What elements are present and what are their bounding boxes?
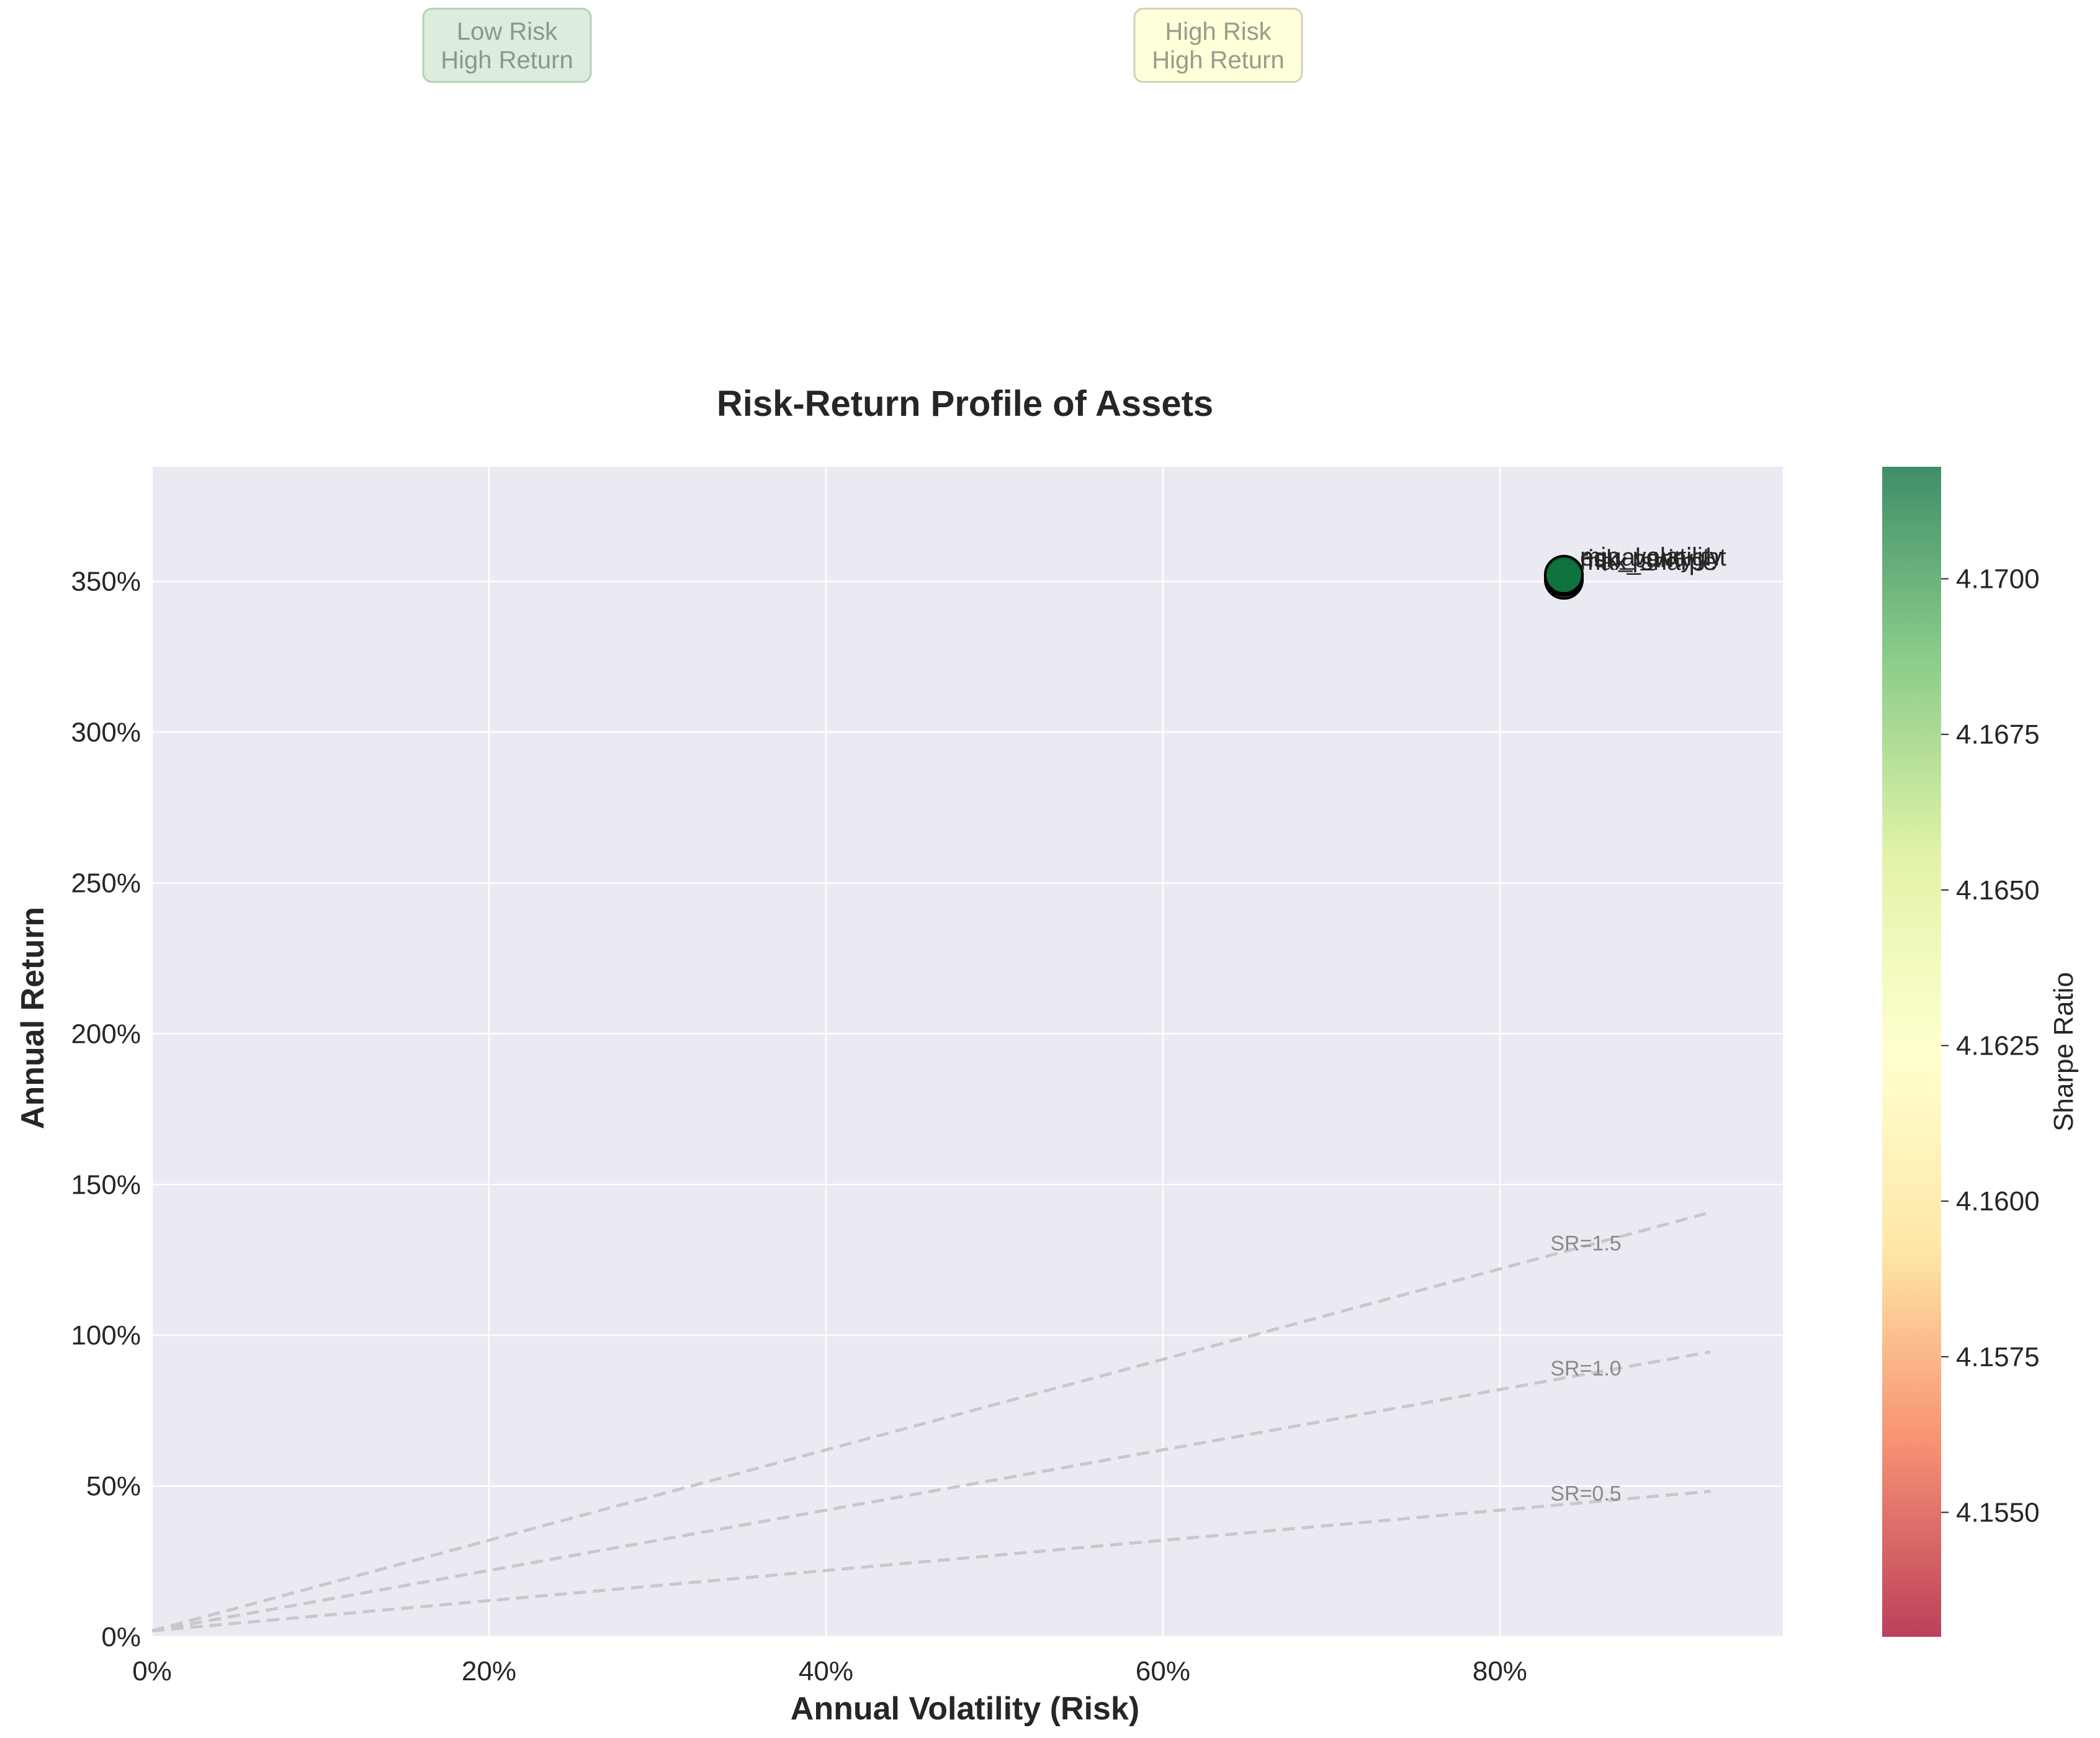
- y-tick-label: 50%: [86, 1471, 141, 1502]
- colorbar-tick-label: 4.1625: [1956, 1030, 2040, 1061]
- sharpe-line: [151, 1490, 1711, 1632]
- quadrant-label-text: High Return: [441, 47, 573, 74]
- point-label: min_volatility: [1580, 543, 1722, 570]
- quadrant-label-box: [422, 7, 592, 83]
- x-axis-title: Annual Volatility (Risk): [791, 1691, 1139, 1727]
- colorbar-tick-label: 4.1675: [1956, 719, 2040, 750]
- x-tick-label: 20%: [462, 1656, 516, 1686]
- x-tick-label: 0%: [132, 1656, 172, 1686]
- scatter-points: [1544, 554, 1584, 600]
- sharpe-ratio-lines: SR=0.5 SR=1.0 SR=1.5: [151, 1210, 1711, 1632]
- x-tick-labels: 0% 20% 40% 60% 80%: [132, 1656, 1527, 1686]
- point-label: equal_weight: [1580, 544, 1726, 571]
- y-tick-label: 0%: [101, 1622, 141, 1652]
- x-tick-label: 80%: [1473, 1656, 1527, 1686]
- quadrant-label-text: Low Risk: [457, 18, 558, 45]
- colorbar-gradient: [1882, 467, 1941, 1637]
- point-label: risk_parity: [1580, 545, 1693, 572]
- colorbar: 4.1550 4.1575 4.1600 4.1625 4.1650 4.1675 4.17…: [1882, 467, 2079, 1637]
- x-tick-label: 40%: [799, 1656, 853, 1686]
- y-tick-label: 200%: [71, 1019, 141, 1049]
- quadrant-label-text: High Return: [1152, 47, 1284, 74]
- point-label: max_sharpe: [1580, 548, 1716, 575]
- sharpe-line-label: SR=1.5: [1550, 1231, 1621, 1255]
- y-tick-label: 350%: [71, 567, 141, 597]
- colorbar-label: Sharpe Ratio: [2048, 972, 2079, 1132]
- point-labels: max_sharperisk_parityequal_weightmin_vol…: [1580, 543, 1726, 575]
- chart-title: Risk-Return Profile of Assets: [717, 384, 1213, 424]
- sharpe-line-label: SR=0.5: [1550, 1482, 1621, 1506]
- y-tick-label: 150%: [71, 1169, 141, 1200]
- y-tick-label: 250%: [71, 868, 141, 898]
- sharpe-line-label: SR=1.0: [1550, 1357, 1621, 1380]
- colorbar-tick-label: 4.1550: [1956, 1497, 2040, 1528]
- y-tick-label: 300%: [71, 718, 141, 748]
- colorbar-tick-label: 4.1575: [1956, 1342, 2040, 1372]
- x-tick-label: 60%: [1136, 1656, 1190, 1686]
- y-axis-title: Annual Return: [15, 907, 51, 1129]
- y-tick-label: 100%: [71, 1320, 141, 1351]
- colorbar-tick-label: 4.1650: [1956, 875, 2040, 906]
- colorbar-tick-label: 4.1600: [1956, 1186, 2040, 1217]
- sharpe-line: [151, 1350, 1711, 1632]
- quadrant-label-text: High Risk: [1165, 18, 1272, 45]
- data-point: [1544, 554, 1584, 595]
- plot-area: [152, 467, 1783, 1637]
- quadrant-label-box: [1133, 7, 1303, 83]
- y-tick-labels: 0% 50% 100% 150% 200% 250% 300% 350%: [71, 567, 141, 1652]
- colorbar-tick-label: 4.1700: [1956, 564, 2040, 594]
